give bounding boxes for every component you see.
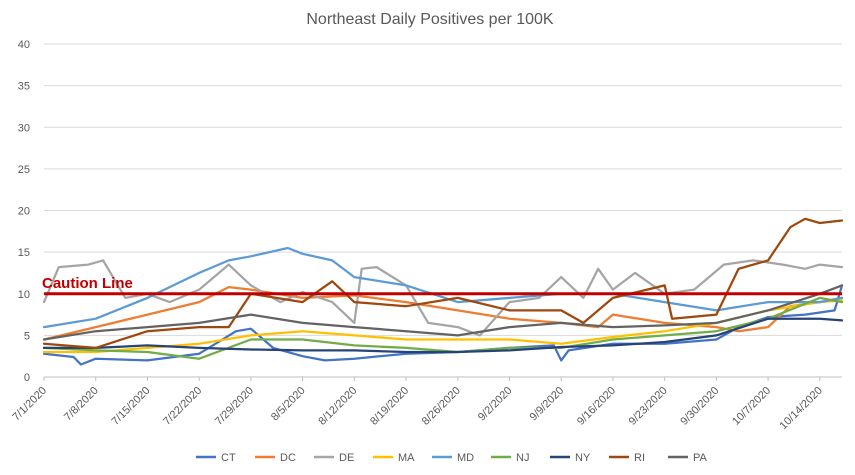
x-tick-label: 7/29/2020: [213, 385, 256, 428]
legend-label: DE: [339, 452, 354, 464]
x-tick-label: 8/5/2020: [269, 385, 308, 424]
legend-label: DC: [280, 452, 296, 464]
x-tick-label: 9/23/2020: [627, 385, 670, 428]
x-tick-label: 8/12/2020: [316, 385, 359, 428]
series-line-ny: [42, 317, 844, 354]
x-tick-label: 9/30/2020: [678, 385, 721, 428]
x-tick-label: 7/1/2020: [10, 385, 49, 424]
y-tick-label: 5: [24, 330, 30, 342]
legend-label: RI: [634, 452, 645, 464]
x-tick-label: 10/14/2020: [778, 385, 825, 432]
y-tick-label: 0: [24, 372, 30, 384]
x-tick-label: 9/16/2020: [575, 385, 618, 428]
x-tick-label: 9/9/2020: [528, 385, 567, 424]
y-axis: 0 5 10 15 20 25 30 35 40: [18, 39, 30, 384]
x-axis: 7/1/2020 7/8/2020 7/15/2020 7/22/2020 7/29/2…: [10, 377, 825, 432]
x-tick-label: 8/26/2020: [420, 385, 463, 428]
caution-line-group: Caution Line: [42, 275, 842, 296]
chart-title: Northeast Daily Positives per 100K: [306, 11, 554, 28]
legend-label: NY: [575, 452, 591, 464]
y-tick-label: 10: [18, 289, 30, 301]
legend: CT DC DE MA MD NJ NY RI PA: [196, 452, 708, 464]
legend-label: NJ: [516, 452, 529, 464]
series-line-pa: [42, 284, 844, 341]
x-tick-label: 10/7/2020: [730, 385, 773, 428]
series-line-dc: [42, 285, 844, 341]
x-tick-label: 9/2/2020: [476, 385, 515, 424]
legend-label: PA: [693, 452, 708, 464]
series-line-md: [42, 246, 844, 329]
y-tick-label: 40: [18, 39, 30, 51]
y-tick-label: 35: [18, 81, 30, 93]
series-line-ri: [42, 217, 844, 350]
x-tick-label: 7/8/2020: [62, 385, 101, 424]
series-lines: [42, 217, 844, 366]
x-tick-label: 8/19/2020: [368, 385, 411, 428]
legend-label: MA: [398, 452, 415, 464]
caution-line-label: Caution Line: [42, 275, 133, 292]
y-tick-label: 15: [18, 247, 30, 259]
x-tick-label: 7/15/2020: [109, 385, 152, 428]
series-line-de: [42, 259, 844, 337]
legend-label: MD: [457, 452, 474, 464]
y-tick-label: 30: [18, 122, 30, 134]
legend-label: CT: [221, 452, 236, 464]
y-tick-label: 25: [18, 164, 30, 176]
y-tick-label: 20: [18, 206, 30, 218]
x-tick-label: 7/22/2020: [161, 385, 204, 428]
